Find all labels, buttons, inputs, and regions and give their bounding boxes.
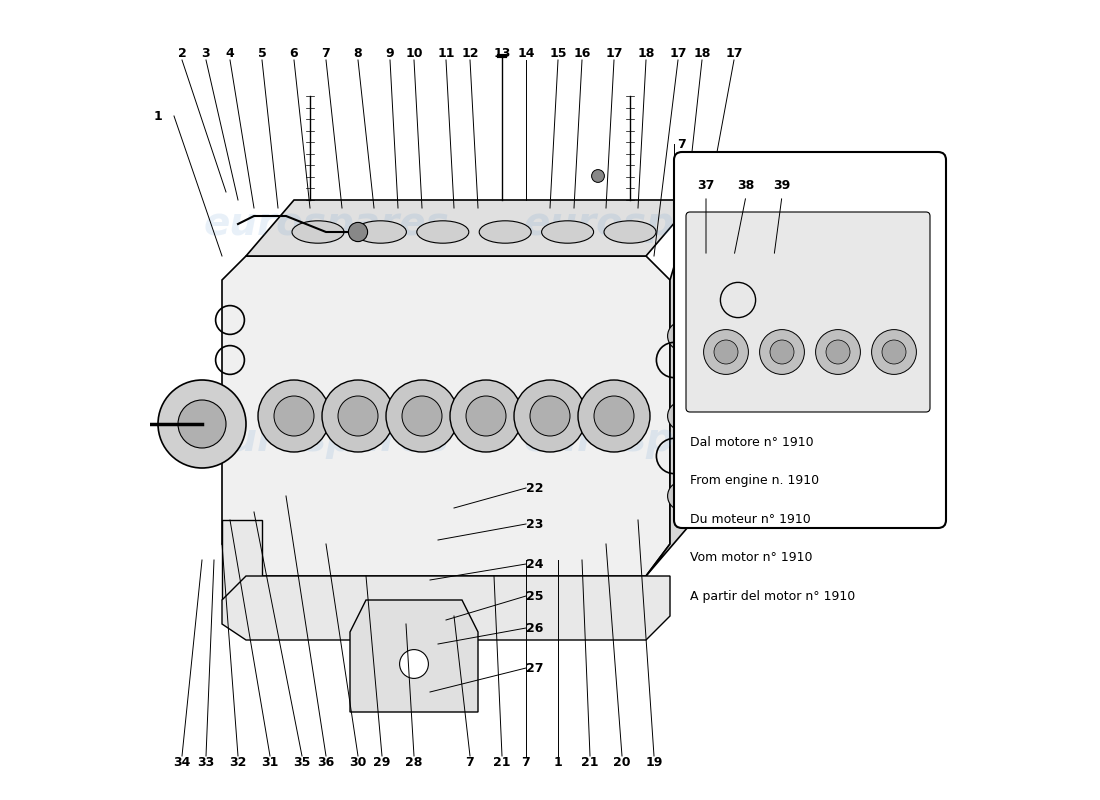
Circle shape (402, 396, 442, 436)
Text: 36: 36 (318, 756, 334, 769)
Text: eurospares: eurospares (204, 421, 449, 459)
Text: eurospares: eurospares (524, 205, 769, 243)
Ellipse shape (480, 221, 531, 243)
Circle shape (399, 650, 428, 678)
Text: 18: 18 (693, 47, 711, 60)
Text: 7: 7 (678, 138, 686, 150)
Text: 9: 9 (386, 47, 394, 60)
Polygon shape (222, 576, 670, 640)
Text: 16: 16 (573, 47, 591, 60)
Circle shape (760, 330, 804, 374)
Circle shape (668, 402, 696, 430)
Circle shape (704, 330, 748, 374)
Text: eurospares: eurospares (524, 421, 769, 459)
Circle shape (592, 170, 604, 182)
Circle shape (450, 380, 522, 452)
Text: 27: 27 (526, 662, 543, 674)
Circle shape (594, 396, 634, 436)
Text: 2: 2 (177, 47, 186, 60)
Ellipse shape (604, 221, 656, 243)
Text: 38: 38 (737, 179, 755, 192)
Text: 17: 17 (725, 47, 742, 60)
Circle shape (815, 330, 860, 374)
Polygon shape (350, 600, 478, 712)
FancyBboxPatch shape (674, 152, 946, 528)
Ellipse shape (417, 221, 469, 243)
Text: 7: 7 (521, 756, 530, 769)
Text: 26: 26 (526, 622, 543, 634)
Text: 21: 21 (581, 756, 598, 769)
Circle shape (530, 396, 570, 436)
Text: 17: 17 (605, 47, 623, 60)
Text: 20: 20 (614, 756, 630, 769)
FancyBboxPatch shape (686, 212, 930, 412)
Polygon shape (222, 520, 262, 600)
Text: 23: 23 (526, 518, 543, 530)
Text: 28: 28 (405, 756, 422, 769)
Text: 24: 24 (526, 558, 543, 570)
Circle shape (466, 396, 506, 436)
Circle shape (258, 380, 330, 452)
Text: 21: 21 (493, 756, 510, 769)
Text: A partir del motor n° 1910: A partir del motor n° 1910 (690, 590, 856, 602)
Text: 31: 31 (262, 756, 278, 769)
Circle shape (178, 400, 226, 448)
Polygon shape (222, 256, 670, 576)
Text: 12: 12 (461, 47, 478, 60)
Circle shape (668, 482, 696, 510)
Ellipse shape (354, 221, 406, 243)
Ellipse shape (541, 221, 594, 243)
Text: 35: 35 (294, 756, 310, 769)
Text: 14: 14 (517, 47, 535, 60)
Text: 7: 7 (321, 47, 330, 60)
Circle shape (882, 340, 906, 364)
Circle shape (514, 380, 586, 452)
Text: 1: 1 (154, 110, 163, 122)
Text: 8: 8 (354, 47, 362, 60)
Text: 32: 32 (229, 756, 246, 769)
Text: 19: 19 (646, 756, 662, 769)
Text: 18: 18 (637, 47, 654, 60)
Text: 22: 22 (526, 482, 543, 494)
Circle shape (714, 340, 738, 364)
Text: 39: 39 (773, 179, 791, 192)
Polygon shape (246, 200, 694, 256)
Text: 33: 33 (197, 756, 215, 769)
Circle shape (274, 396, 313, 436)
Circle shape (668, 322, 696, 350)
Text: Du moteur n° 1910: Du moteur n° 1910 (690, 513, 811, 526)
Circle shape (322, 380, 394, 452)
Ellipse shape (292, 221, 344, 243)
Text: 1: 1 (553, 756, 562, 769)
Text: 3: 3 (201, 47, 210, 60)
Text: Dal motore n° 1910: Dal motore n° 1910 (690, 436, 814, 449)
Text: 15: 15 (549, 47, 566, 60)
Text: eurospares: eurospares (204, 205, 449, 243)
Text: 37: 37 (697, 179, 715, 192)
Text: 30: 30 (350, 756, 366, 769)
Circle shape (826, 340, 850, 364)
Text: 11: 11 (438, 47, 454, 60)
Circle shape (770, 340, 794, 364)
Circle shape (349, 222, 367, 242)
Circle shape (338, 396, 378, 436)
Text: Vom motor n° 1910: Vom motor n° 1910 (690, 551, 813, 564)
Text: 10: 10 (405, 47, 422, 60)
Text: 4: 4 (226, 47, 234, 60)
Text: 13: 13 (493, 47, 510, 60)
Text: 6: 6 (289, 47, 298, 60)
Text: 5: 5 (257, 47, 266, 60)
Text: 29: 29 (373, 756, 390, 769)
Circle shape (871, 330, 916, 374)
Circle shape (578, 380, 650, 452)
Text: 25: 25 (526, 590, 543, 602)
Polygon shape (646, 200, 694, 576)
Text: From engine n. 1910: From engine n. 1910 (690, 474, 820, 487)
Circle shape (158, 380, 246, 468)
Text: 17: 17 (669, 47, 686, 60)
Circle shape (386, 380, 458, 452)
Text: 7: 7 (465, 756, 474, 769)
Text: 34: 34 (174, 756, 190, 769)
